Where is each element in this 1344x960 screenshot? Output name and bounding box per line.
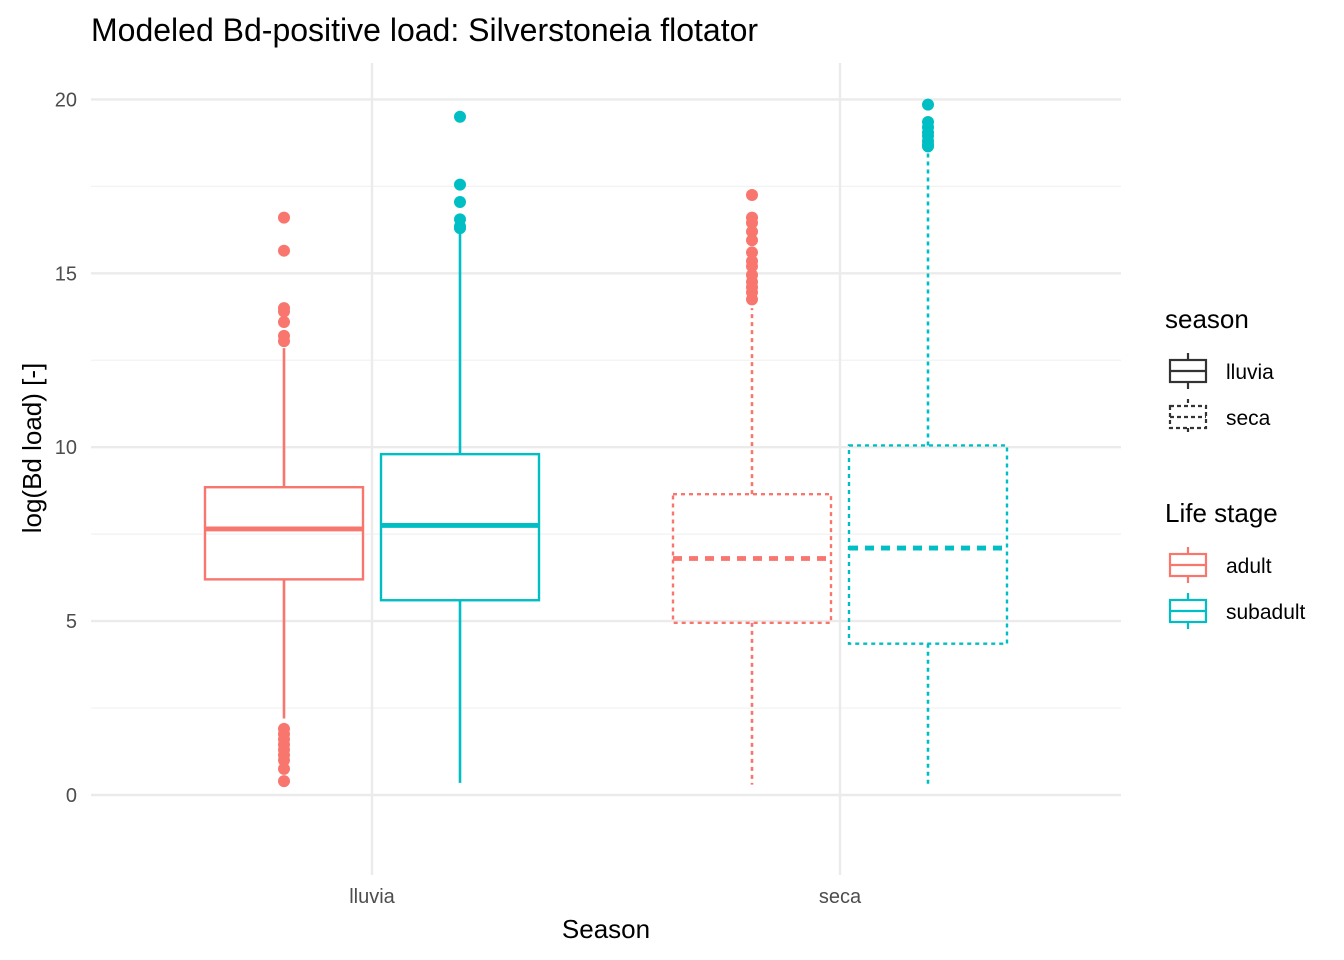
outlier-point xyxy=(278,762,290,775)
legend-label: adult xyxy=(1226,555,1272,578)
outlier-point xyxy=(454,222,466,235)
y-tick-label: 10 xyxy=(55,437,77,459)
legend-label: lluvia xyxy=(1226,361,1274,384)
outlier-point xyxy=(278,775,290,788)
legend-life-stage: Life stage adult subadult xyxy=(1165,498,1306,629)
outlier-point xyxy=(278,211,290,224)
legend-title-life-stage: Life stage xyxy=(1165,498,1278,528)
y-axis-title: log(Bd load) [-] xyxy=(17,363,47,534)
legend-item-seca: seca xyxy=(1168,399,1271,435)
outlier-point xyxy=(454,110,466,123)
y-tick-label: 15 xyxy=(55,263,77,285)
outlier-point xyxy=(746,234,758,247)
x-tick-label: lluvia xyxy=(349,886,395,908)
outlier-point xyxy=(454,196,466,209)
y-tick-label: 5 xyxy=(66,611,77,633)
box-adult-seca xyxy=(671,189,833,785)
outlier-point xyxy=(922,140,934,153)
outlier-point xyxy=(746,260,758,273)
plot-panel xyxy=(203,98,1009,788)
outlier-point xyxy=(278,305,290,318)
legend-item-lluvia: lluvia xyxy=(1168,353,1274,389)
outlier-point xyxy=(278,244,290,257)
outlier-point xyxy=(746,189,758,202)
chart-title: Modeled Bd-positive load: Silverstoneia … xyxy=(91,12,758,48)
outlier-point xyxy=(746,293,758,306)
box-adult-lluvia xyxy=(203,211,365,788)
x-axis-title: Season xyxy=(562,914,650,944)
box-iqr xyxy=(203,485,365,581)
outlier-point xyxy=(278,754,290,767)
legend-label: subadult xyxy=(1226,601,1306,624)
outlier-point xyxy=(454,178,466,191)
y-tick-label: 20 xyxy=(55,89,77,111)
outlier-point xyxy=(278,315,290,328)
legend-item-subadult: subadult xyxy=(1168,593,1306,629)
outlier-point xyxy=(746,225,758,238)
box-iqr xyxy=(847,444,1009,645)
legend-title-season: season xyxy=(1165,304,1249,334)
x-tick-label: seca xyxy=(819,886,862,908)
outlier-point xyxy=(746,246,758,259)
box-subadult-lluvia xyxy=(379,110,541,783)
outlier-point xyxy=(922,98,934,111)
x-axis-ticks: lluvia seca xyxy=(349,886,862,908)
legend-item-adult: adult xyxy=(1168,547,1272,583)
box-subadult-seca xyxy=(847,98,1009,785)
legend: season lluvia seca Life stage adult subadult xyxy=(1165,304,1306,629)
legend-label: seca xyxy=(1226,407,1271,430)
gridlines xyxy=(91,63,1121,875)
outlier-point xyxy=(746,216,758,229)
y-axis-ticks: 0 5 10 15 20 xyxy=(55,89,77,807)
outlier-point xyxy=(278,335,290,348)
y-tick-label: 0 xyxy=(66,785,77,807)
legend-season: season lluvia seca xyxy=(1165,304,1274,435)
